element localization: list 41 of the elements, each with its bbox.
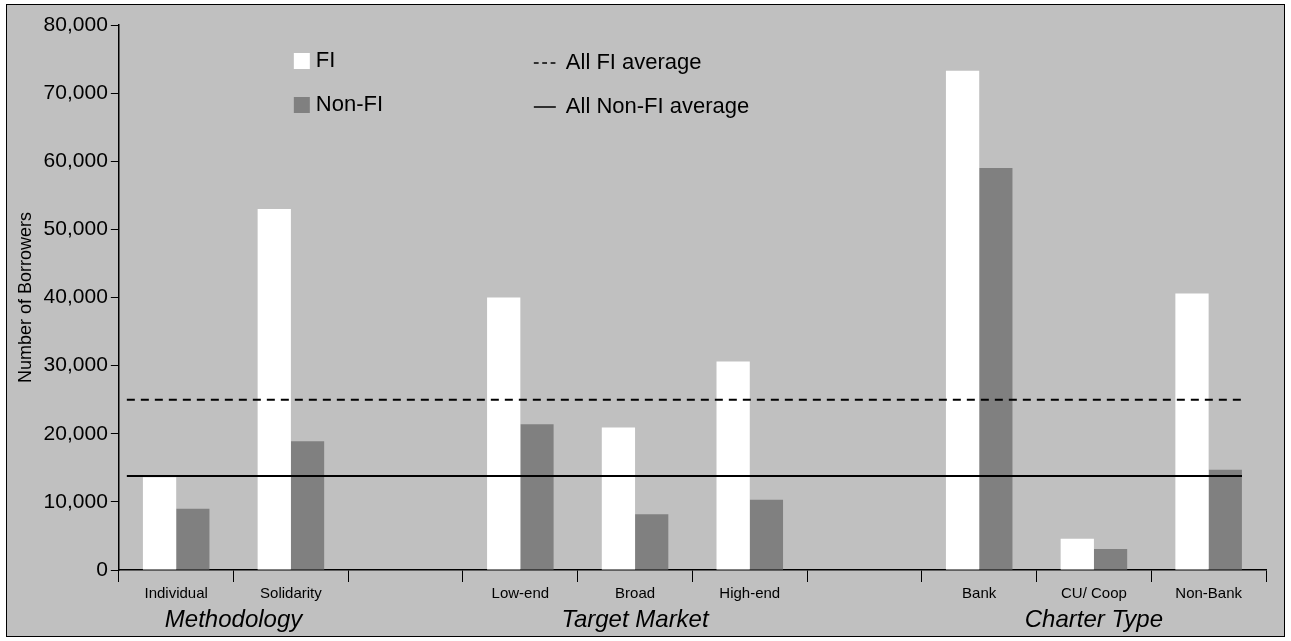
bar [1093,548,1128,570]
y-tick-label: 20,000 [43,420,108,444]
y-tick-label: 60,000 [43,148,108,172]
y-tick-label: 80,000 [43,11,108,35]
bar [1208,469,1242,570]
text: Target Market [561,604,710,632]
bar [601,427,636,570]
bar [945,70,980,570]
y-tick-label: 10,000 [43,488,108,512]
y-tick-label: 0 [96,556,108,580]
bar [290,441,325,570]
y-tick-label: 70,000 [43,79,108,103]
x-tick-label: Bank [962,584,997,602]
text: Charter Type [1024,604,1164,632]
y-tick-label: 40,000 [43,284,108,308]
y-tick-label: 50,000 [43,216,108,240]
legend-label: All FI average [565,49,702,75]
y-axis-title: Number of Borrowers [14,211,35,384]
text: Methodology [164,604,305,632]
x-tick-label: Individual [144,584,208,602]
bar [142,477,177,570]
bar [1060,538,1094,570]
x-tick-label: CU/ Coop [1060,584,1127,602]
x-tick-label: Solidarity [260,584,323,602]
bar [487,297,521,570]
bar [257,208,291,570]
x-tick-label: Broad [615,584,656,602]
legend-label: FI [315,47,336,73]
legend-label: All Non-FI average [565,93,750,119]
bar [979,168,1013,570]
y-tick-label: 30,000 [43,352,108,376]
bar [1175,293,1209,570]
x-tick-label: Non-Bank [1175,584,1243,602]
bar [176,508,210,570]
bar [635,514,669,570]
bar [716,361,750,570]
x-tick-label: High-end [719,584,781,602]
bar [520,424,554,570]
x-tick-label: Low-end [491,584,550,602]
bar [749,499,784,570]
legend-label: Non-FI [315,91,384,117]
